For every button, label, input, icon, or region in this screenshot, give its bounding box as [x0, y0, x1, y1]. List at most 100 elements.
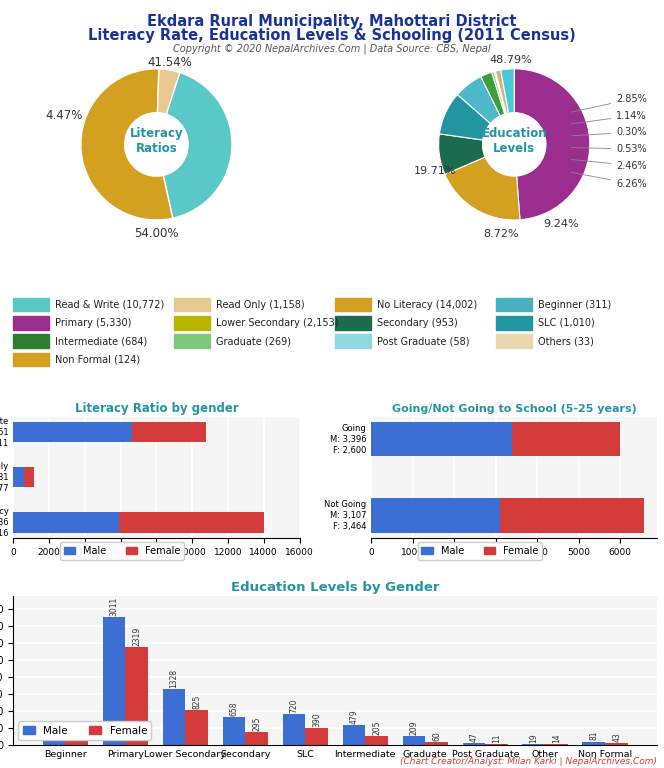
Bar	[343, 725, 365, 745]
Title: Education Levels by Gender: Education Levels by Gender	[231, 581, 440, 594]
Wedge shape	[501, 69, 514, 113]
Bar	[163, 689, 185, 745]
Text: 2319: 2319	[132, 626, 141, 646]
Text: Literacy
Ratios: Literacy Ratios	[129, 127, 183, 155]
Wedge shape	[445, 157, 520, 220]
Wedge shape	[157, 69, 180, 114]
Text: Ekdara Rural Municipality, Mahottari District: Ekdara Rural Municipality, Mahottari Dis…	[147, 14, 517, 29]
Bar	[125, 647, 148, 745]
Text: 720: 720	[290, 699, 298, 713]
Title: Going/Not Going to School (5-25 years): Going/Not Going to School (5-25 years)	[392, 405, 637, 415]
Wedge shape	[491, 71, 506, 114]
Wedge shape	[163, 72, 232, 218]
Bar	[222, 717, 245, 745]
Text: Intermediate (684): Intermediate (684)	[55, 336, 147, 346]
Bar	[282, 714, 305, 745]
Bar	[497, 334, 532, 348]
Text: 9.24%: 9.24%	[543, 219, 579, 229]
Text: 8.72%: 8.72%	[483, 229, 519, 239]
Bar	[582, 742, 606, 745]
Bar	[402, 736, 426, 745]
Text: 41.54%: 41.54%	[147, 56, 193, 69]
Wedge shape	[514, 69, 590, 220]
Text: Graduate (269): Graduate (269)	[216, 336, 291, 346]
Text: 205: 205	[373, 720, 381, 735]
Bar	[13, 422, 132, 442]
Bar	[463, 743, 485, 745]
Wedge shape	[495, 70, 509, 114]
Bar	[174, 334, 210, 348]
Bar	[174, 316, 210, 329]
Bar	[606, 743, 628, 745]
Text: (Chart Creator/Analyst: Milan Karki | NepalArchives.Com): (Chart Creator/Analyst: Milan Karki | Ne…	[400, 756, 657, 766]
Text: Education
Levels: Education Levels	[481, 127, 547, 155]
Bar	[185, 710, 208, 745]
Text: 81: 81	[590, 731, 598, 740]
Bar	[335, 316, 371, 329]
Text: 47: 47	[469, 732, 478, 742]
Bar	[24, 467, 34, 488]
Bar	[132, 422, 206, 442]
Bar	[426, 743, 448, 745]
Text: 54.00%: 54.00%	[134, 227, 179, 240]
Text: Primary (5,330): Primary (5,330)	[55, 318, 131, 328]
Bar	[512, 422, 620, 456]
Bar	[371, 422, 512, 456]
Text: 825: 825	[193, 694, 201, 709]
Text: 2.46%: 2.46%	[572, 160, 647, 170]
Bar	[13, 316, 48, 329]
Bar	[102, 617, 125, 745]
Text: 48.79%: 48.79%	[489, 55, 532, 65]
Text: Non Formal (124): Non Formal (124)	[55, 354, 140, 364]
Bar	[335, 334, 371, 348]
Wedge shape	[457, 77, 500, 124]
Bar	[13, 298, 48, 311]
Text: Read & Write (10,772): Read & Write (10,772)	[55, 300, 165, 310]
Wedge shape	[481, 72, 505, 116]
Text: 658: 658	[230, 701, 238, 716]
Text: 60: 60	[432, 732, 441, 741]
Text: Copyright © 2020 NepalArchives.Com | Data Source: CBS, Nepal: Copyright © 2020 NepalArchives.Com | Dat…	[173, 43, 491, 54]
Text: 1328: 1328	[169, 668, 179, 687]
Text: 390: 390	[312, 713, 321, 727]
Text: Secondary (953): Secondary (953)	[377, 318, 458, 328]
Text: 6.26%: 6.26%	[572, 173, 647, 189]
Bar	[13, 353, 48, 366]
Text: Lower Secondary (2,153): Lower Secondary (2,153)	[216, 318, 339, 328]
Text: 0.53%: 0.53%	[572, 144, 647, 154]
Bar	[305, 728, 328, 745]
Bar	[13, 467, 24, 488]
Text: 4.47%: 4.47%	[46, 109, 83, 122]
Bar	[371, 498, 500, 532]
Text: 0.30%: 0.30%	[572, 127, 647, 137]
Text: 19.71%: 19.71%	[414, 166, 456, 176]
Text: 43: 43	[612, 733, 622, 742]
Bar	[13, 512, 119, 532]
Text: 3011: 3011	[110, 597, 118, 616]
Bar	[335, 298, 371, 311]
Text: SLC (1,010): SLC (1,010)	[539, 318, 595, 328]
Bar	[245, 733, 268, 745]
Text: 124: 124	[72, 724, 81, 739]
Text: Others (33): Others (33)	[539, 336, 594, 346]
Text: 295: 295	[252, 717, 261, 731]
Bar	[119, 512, 264, 532]
Text: 1.14%: 1.14%	[572, 111, 647, 124]
Bar	[13, 334, 48, 348]
Wedge shape	[440, 94, 491, 140]
Bar	[65, 740, 88, 745]
Text: Literacy Rate, Education Levels & Schooling (2011 Census): Literacy Rate, Education Levels & School…	[88, 28, 576, 44]
Text: 19: 19	[529, 733, 539, 743]
Wedge shape	[494, 71, 507, 114]
Text: 479: 479	[349, 709, 359, 723]
Bar	[523, 744, 545, 745]
Text: 2.85%: 2.85%	[571, 94, 647, 112]
Text: 187: 187	[49, 722, 58, 736]
Wedge shape	[439, 134, 485, 174]
Text: No Literacy (14,002): No Literacy (14,002)	[377, 300, 477, 310]
Bar	[174, 298, 210, 311]
Text: Read Only (1,158): Read Only (1,158)	[216, 300, 305, 310]
Legend: Male, Female: Male, Female	[60, 542, 185, 560]
Bar	[497, 298, 532, 311]
Title: Literacy Ratio by gender: Literacy Ratio by gender	[74, 402, 238, 415]
